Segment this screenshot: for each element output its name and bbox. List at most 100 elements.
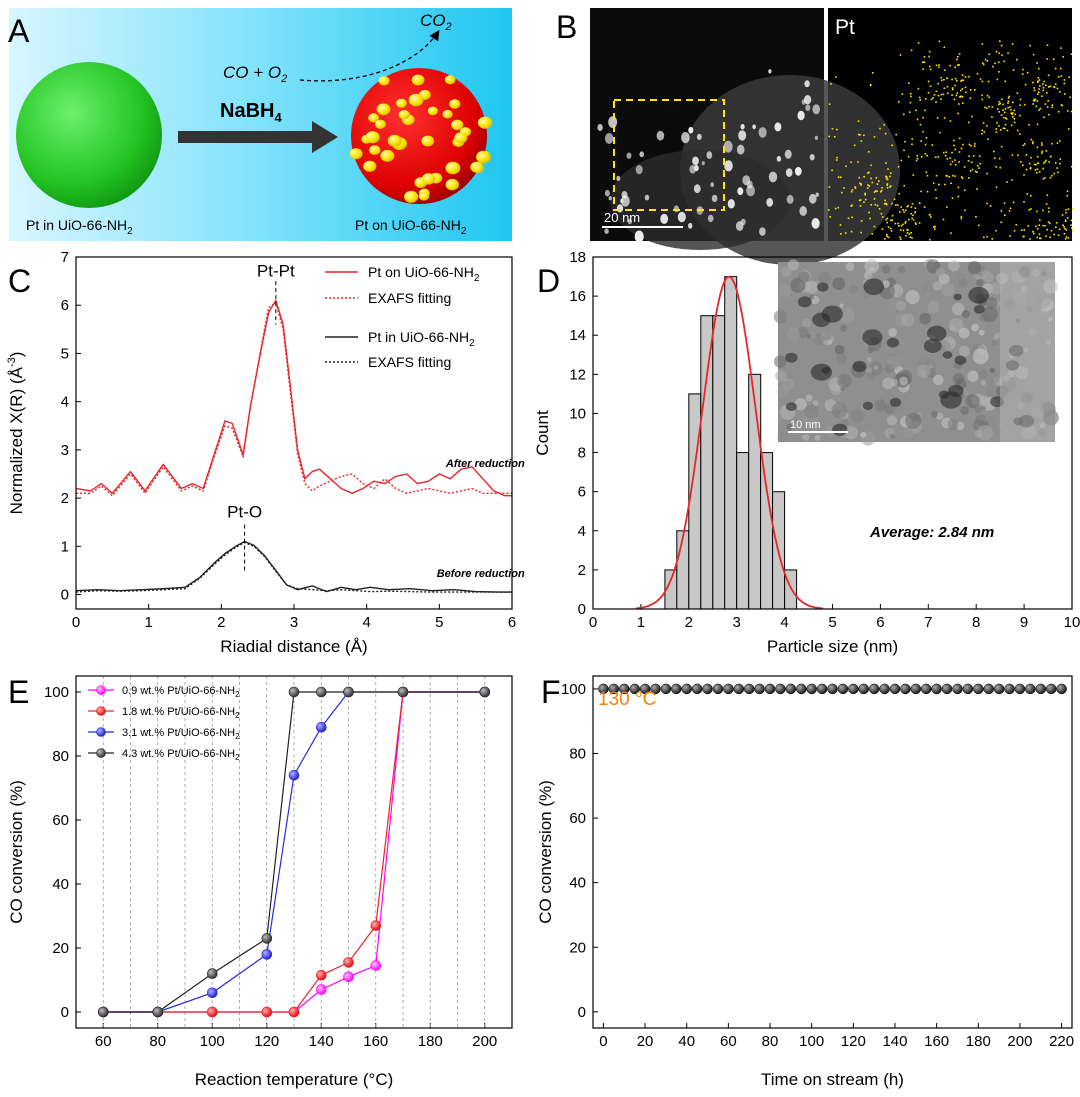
- eds-dot: [851, 216, 853, 219]
- eds-dot: [988, 53, 991, 55]
- bright-particle: [723, 140, 733, 153]
- tem-speckle: [1007, 370, 1015, 378]
- y-tick-label: 60: [569, 810, 586, 827]
- eds-dot: [981, 132, 983, 135]
- y-tick-label: 6: [578, 484, 586, 501]
- eds-dot: [886, 184, 888, 186]
- eds-dot: [961, 74, 964, 76]
- eds-dot: [1062, 56, 1064, 58]
- eds-dot: [850, 230, 853, 233]
- stability-point: [1056, 683, 1067, 695]
- x-tick-label: 80: [149, 1033, 166, 1050]
- eds-dot: [864, 194, 866, 196]
- eds-dot: [1039, 85, 1041, 87]
- bright-particle: [804, 80, 810, 88]
- eds-dot: [1042, 209, 1044, 212]
- eds-dot: [1064, 238, 1067, 240]
- eds-dot: [943, 87, 946, 89]
- eds-dot: [981, 98, 984, 101]
- eds-dot: [939, 131, 941, 134]
- eds-dot: [1063, 79, 1066, 81]
- eds-dot: [949, 64, 951, 67]
- bright-particle: [706, 151, 713, 159]
- stability-point: [962, 683, 974, 695]
- eds-dot: [908, 218, 910, 221]
- y-tick-label: 1: [61, 538, 69, 555]
- eds-dot: [1028, 209, 1030, 211]
- eds-dot: [995, 128, 998, 130]
- tem-speckle: [1026, 305, 1033, 313]
- bright-particle: [758, 127, 767, 138]
- eds-dot: [951, 94, 953, 96]
- tem-particle: [785, 402, 797, 411]
- eds-dot: [953, 144, 955, 147]
- legend-sub: 2: [235, 711, 240, 720]
- tem-speckle: [840, 386, 845, 392]
- legend-text: EXAFS fitting: [368, 290, 451, 306]
- eds-dot: [1045, 203, 1048, 205]
- tem-speckle: [989, 282, 1002, 295]
- pt-particle: [411, 74, 425, 86]
- tem-speckle: [910, 291, 917, 298]
- eds-dot: [1004, 80, 1007, 83]
- y-title-main: Normalized X(R) (Å: [7, 366, 26, 514]
- bright-particle: [814, 135, 819, 140]
- eds-dot: [841, 191, 843, 194]
- eds-dot: [1032, 99, 1035, 102]
- reaction-arrow: [178, 121, 338, 153]
- eds-dot: [978, 155, 981, 157]
- eds-dot: [961, 88, 964, 90]
- eds-dot: [1057, 234, 1060, 236]
- eds-dot: [1038, 224, 1041, 226]
- legend-text: 3.1 wt.% Pt/UiO-66-NH: [122, 727, 235, 739]
- tem-speckle: [991, 339, 998, 346]
- eds-dot: [886, 217, 889, 220]
- bright-particle: [627, 218, 633, 225]
- x-tick-label: 220: [1049, 1033, 1074, 1050]
- eds-dot: [993, 150, 995, 153]
- tem-speckle: [851, 386, 863, 398]
- eds-dot: [938, 64, 940, 66]
- eds-dot: [994, 62, 996, 65]
- eds-dot: [895, 204, 897, 206]
- eds-dot: [1049, 222, 1051, 225]
- eds-dot: [929, 238, 931, 241]
- eds-dot: [951, 160, 954, 163]
- pt-particle: [408, 93, 424, 107]
- tem-speckle: [935, 267, 945, 277]
- eds-dot: [1024, 143, 1026, 145]
- eds-dot: [1034, 98, 1037, 101]
- eds-dot: [1019, 114, 1021, 117]
- tem-speckle: [1017, 402, 1024, 409]
- bright-particle: [656, 130, 665, 141]
- bright-particle: [805, 104, 811, 111]
- pt-particle: [444, 75, 456, 85]
- eds-dot: [950, 182, 952, 185]
- eds-dot: [1064, 228, 1066, 230]
- eds-dot: [954, 66, 956, 69]
- eds-dot: [933, 94, 936, 96]
- panel-label-f: F: [541, 674, 561, 710]
- eds-dot: [904, 140, 906, 143]
- tem-particle: [927, 325, 947, 342]
- stability-point: [754, 683, 765, 695]
- pt-particle: [396, 98, 407, 108]
- eds-dot: [868, 185, 871, 187]
- tem-speckle: [871, 423, 876, 428]
- tem-particle: [1013, 417, 1023, 426]
- eds-dot: [951, 197, 954, 199]
- x-tick-label: 140: [882, 1033, 907, 1050]
- eds-dot: [1036, 171, 1038, 174]
- eds-dot: [863, 134, 865, 137]
- eds-dot: [1007, 102, 1009, 104]
- eds-dot: [961, 177, 964, 180]
- x-tick-label: 60: [720, 1033, 737, 1050]
- y-title-sup: -3: [6, 357, 18, 367]
- eds-dot: [951, 88, 954, 91]
- bright-particle: [786, 194, 794, 204]
- x-tick-label: 200: [1007, 1033, 1032, 1050]
- eds-dot: [1047, 86, 1050, 88]
- eds-dot: [881, 228, 884, 230]
- eds-dot: [903, 113, 905, 116]
- eds-dot: [1002, 127, 1005, 129]
